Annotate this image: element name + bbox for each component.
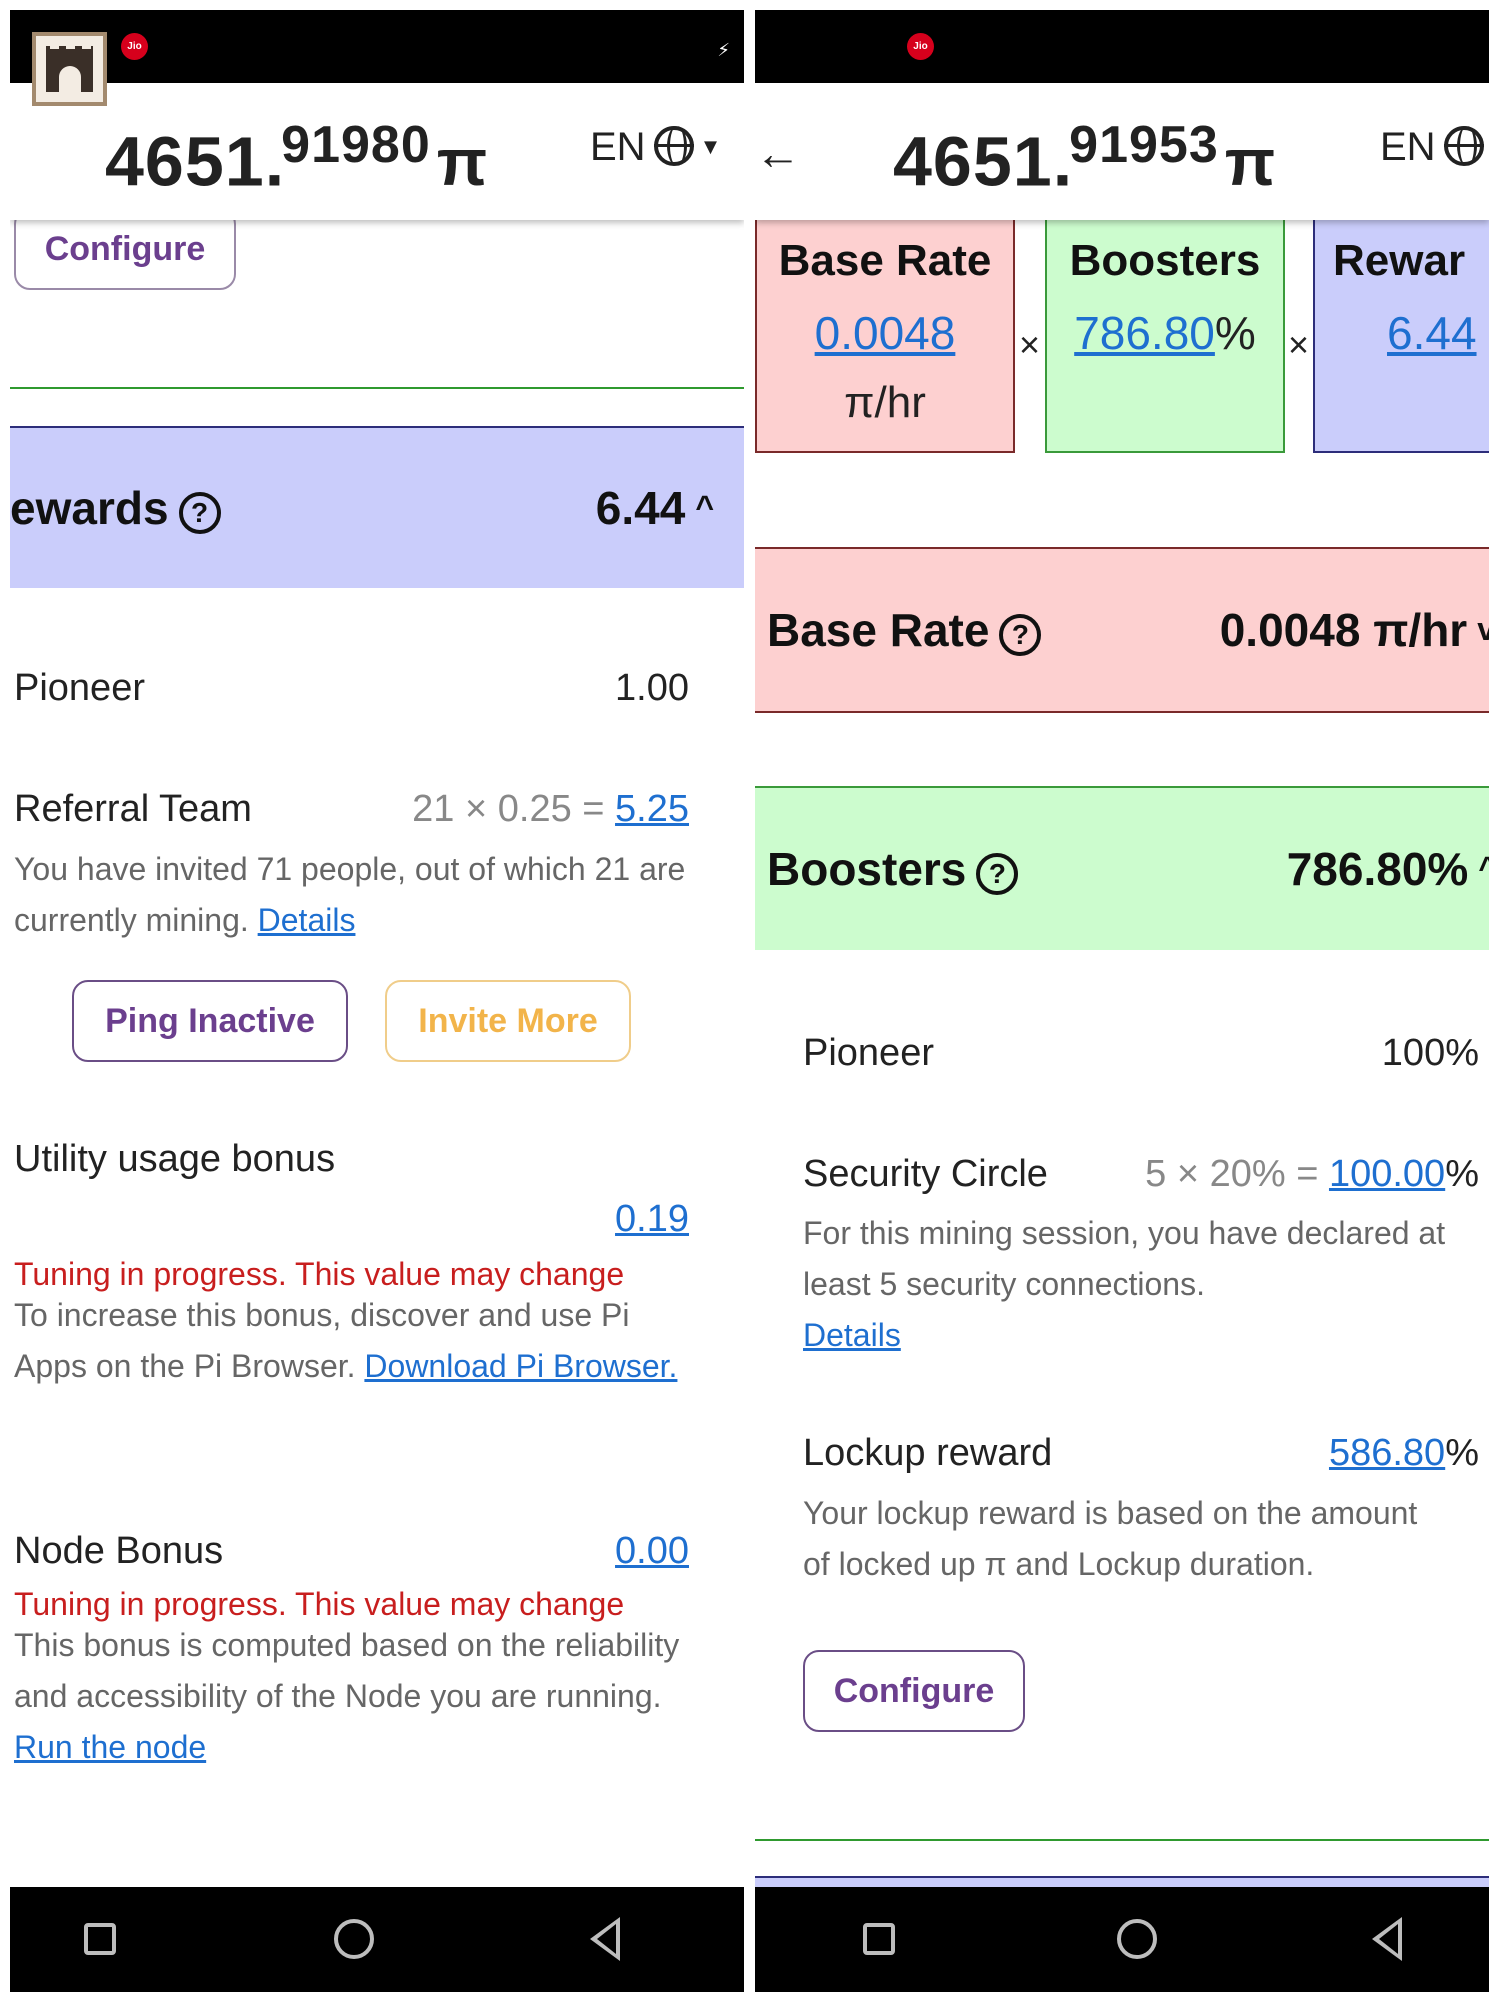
node-warning: Tuning in progress. This value may chang… (14, 1586, 625, 1622)
utility-description: To increase this bonus, discover and use… (14, 1297, 678, 1384)
boosters-card: Boosters 786.80% (1045, 218, 1285, 453)
node-description: This bonus is computed based on the reli… (14, 1627, 680, 1765)
divider (10, 387, 744, 389)
security-description: For this mining session, you have declar… (803, 1215, 1446, 1353)
castle-app-icon[interactable] (32, 32, 107, 106)
android-nav-bar (755, 1887, 1489, 1992)
jio-icon: Jio (907, 33, 934, 60)
rewards-card-title: Rewar (1333, 236, 1466, 285)
help-icon[interactable]: ? (976, 853, 1019, 895)
rewards-value: 6.44 ^ (595, 482, 714, 534)
referral-description: You have invited 71 people, out of which… (14, 851, 686, 938)
details-link[interactable]: Details (257, 902, 356, 938)
pioneer-label: Pioneer (14, 667, 145, 709)
left-screenshot: Jio ⚡ 4651.91980π EN ▼ Configure ewards? … (10, 10, 744, 1992)
boosters-section[interactable]: Boosters? 786.80% ^ (755, 786, 1489, 950)
base-rate-card: Base Rate 0.0048 π/hr (755, 218, 1015, 453)
rewards-section[interactable]: ewards? 6.44 ^ (10, 428, 744, 588)
rewards-section-edge (755, 1876, 1489, 1888)
divider (10, 426, 744, 428)
pioneer-value: 1.00 (615, 667, 689, 709)
base-rate-value: 0.0048 π/hr v (1220, 603, 1489, 657)
divider (755, 1839, 1489, 1841)
security-circle-label: Security Circle (803, 1153, 1048, 1195)
utility-bonus-label: Utility usage bonus (14, 1138, 336, 1180)
dropdown-caret-icon: ▼ (699, 134, 722, 159)
boosters-title: Boosters? (767, 842, 1019, 896)
recents-icon[interactable] (863, 1923, 895, 1955)
base-rate-card-title: Base Rate (778, 236, 992, 285)
base-rate-card-value[interactable]: 0.0048 (814, 307, 956, 359)
configure-button[interactable]: Configure (803, 1650, 1025, 1732)
back-icon[interactable] (1372, 1917, 1402, 1961)
referral-team-label: Referral Team (14, 788, 252, 830)
details-link[interactable]: Details (803, 1317, 901, 1353)
base-rate-section[interactable]: Base Rate? 0.0048 π/hr v (755, 547, 1489, 713)
boosters-card-title: Boosters (1069, 236, 1261, 285)
balance-header: 4651.91980π EN ▼ (10, 83, 744, 220)
lockup-reward-value: 586.80% (1328, 1432, 1479, 1474)
node-bonus-value[interactable]: 0.00 (615, 1530, 689, 1572)
run-the-node-link[interactable]: Run the node (14, 1729, 207, 1765)
boosters-value: 786.80% ^ (1287, 842, 1489, 896)
back-icon[interactable] (590, 1917, 620, 1961)
utility-warning: Tuning in progress. This value may chang… (14, 1256, 625, 1292)
home-icon[interactable] (1117, 1919, 1157, 1959)
home-icon[interactable] (334, 1919, 374, 1959)
status-bar: Jio (755, 10, 1489, 83)
balance-header: ← 4651.91953π EN (755, 83, 1489, 220)
configure-button[interactable]: Configure (14, 208, 236, 290)
multiply-sign: × (1019, 324, 1041, 365)
chevron-down-icon[interactable]: v (1477, 611, 1489, 647)
boosters-card-value: 786.80% (1074, 307, 1256, 359)
status-bar: Jio ⚡ (10, 10, 744, 83)
jio-icon: Jio (121, 33, 148, 60)
lockup-reward-label: Lockup reward (803, 1432, 1053, 1474)
recents-icon[interactable] (84, 1923, 116, 1955)
pi-balance: 4651.91980π (105, 116, 489, 201)
pioneer-label: Pioneer (803, 1032, 934, 1074)
chevron-up-icon[interactable]: ^ (695, 489, 714, 525)
right-screenshot: Jio ← 4651.91953π EN Base Rate 0.0048 π/… (755, 10, 1489, 1992)
language-selector[interactable]: EN ▼ (590, 125, 722, 169)
security-circle-calc: 5 × 20% = 100.00% (1145, 1153, 1479, 1195)
pioneer-value: 100% (1381, 1032, 1479, 1074)
help-icon[interactable]: ? (178, 492, 221, 534)
chevron-up-icon[interactable]: ^ (1478, 850, 1489, 886)
globe-icon (653, 126, 694, 166)
help-icon[interactable]: ? (999, 614, 1042, 656)
pi-balance: 4651.91953π (893, 116, 1277, 201)
base-rate-title: Base Rate? (767, 603, 1042, 657)
back-arrow-icon[interactable]: ← (755, 127, 801, 179)
node-bonus-label: Node Bonus (14, 1530, 224, 1572)
language-selector[interactable]: EN (1380, 125, 1484, 170)
lockup-description: Your lockup reward is based on the amoun… (803, 1495, 1418, 1582)
globe-icon (1443, 126, 1484, 166)
rewards-title: ewards? (10, 481, 221, 535)
security-result-link[interactable]: 100.00 (1328, 1153, 1446, 1195)
invite-more-button[interactable]: Invite More (385, 980, 631, 1062)
base-rate-card-unit: π/hr (844, 378, 926, 427)
rewards-card: Rewar 6.44 (1313, 218, 1489, 453)
ping-inactive-button[interactable]: Ping Inactive (72, 980, 348, 1062)
charging-icon: ⚡ (717, 40, 730, 60)
referral-result-link[interactable]: 5.25 (615, 788, 689, 830)
utility-bonus-value[interactable]: 0.19 (615, 1198, 689, 1240)
referral-team-calc: 21 × 0.25 = 5.25 (412, 788, 689, 830)
rewards-card-value[interactable]: 6.44 (1387, 307, 1477, 359)
multiply-sign: × (1288, 324, 1310, 365)
download-pi-browser-link[interactable]: Download Pi Browser. (364, 1348, 678, 1384)
android-nav-bar (10, 1887, 744, 1992)
